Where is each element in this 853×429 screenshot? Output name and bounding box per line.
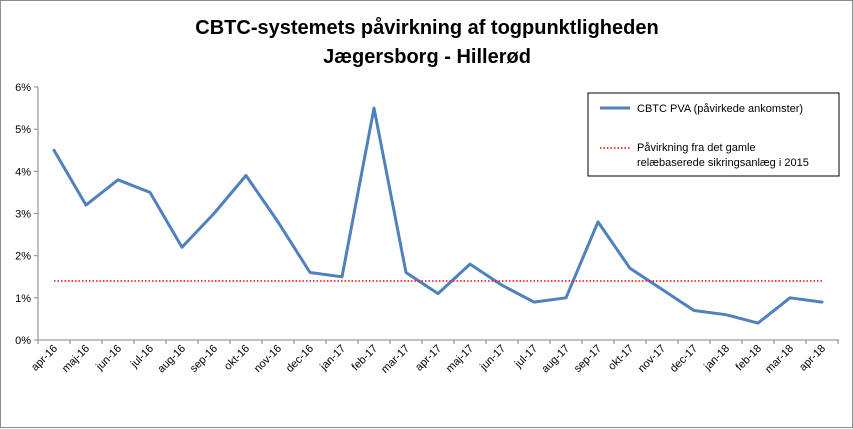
x-tick-label: jul-17 — [512, 343, 540, 371]
x-tick-label: dec-16 — [284, 343, 316, 375]
y-tick-label: 5% — [15, 124, 31, 136]
x-tick-label: apr-18 — [797, 343, 828, 374]
x-tick-label: maj-17 — [444, 343, 476, 375]
x-tick-label: jun-16 — [93, 343, 124, 374]
legend-label-relay-line-2: relæbaserede sikringsanlæg i 2015 — [637, 157, 809, 169]
x-tick-label: nov-17 — [636, 343, 668, 375]
x-tick-label: okt-16 — [222, 343, 252, 373]
y-tick-label: 2% — [15, 251, 31, 263]
chart-title-line-2: Jægersborg - Hillerød — [323, 46, 531, 68]
x-tick-label: aug-17 — [539, 343, 572, 376]
x-tick-label: okt-17 — [606, 343, 636, 373]
x-tick-label: apr-16 — [29, 343, 60, 374]
x-tick-label: apr-17 — [413, 343, 444, 374]
x-tick-label: feb-17 — [350, 343, 381, 374]
x-tick-label: sep-17 — [572, 343, 604, 375]
x-tick-label: mar-17 — [379, 343, 412, 376]
x-tick-label: aug-16 — [155, 343, 188, 376]
y-tick-label: 4% — [15, 166, 31, 178]
x-tick-label: jan-18 — [701, 343, 732, 374]
x-tick-label: mar-18 — [763, 343, 796, 376]
x-tick-label: nov-16 — [252, 343, 284, 375]
chart-title-line-1: CBTC-systemets påvirkning af togpunktlig… — [195, 16, 658, 39]
y-tick-label: 6% — [15, 82, 31, 94]
legend-label-cbtc: CBTC PVA (påvirkede ankomster) — [637, 103, 803, 115]
x-tick-label: sep-16 — [188, 343, 220, 375]
legend: CBTC PVA (påvirkede ankomster) Påvirknin… — [588, 93, 839, 176]
y-tick-label: 3% — [15, 209, 31, 221]
x-tick-label: jul-16 — [128, 343, 156, 371]
x-tick-label: feb-18 — [734, 343, 765, 374]
legend-label-relay-line-1: Påvirkning fra det gamle — [637, 142, 756, 154]
x-tick-label: jun-17 — [477, 343, 508, 374]
y-tick-label: 0% — [15, 335, 31, 347]
x-tick-label: jan-17 — [317, 343, 348, 374]
x-tick-label: maj-16 — [60, 343, 92, 375]
x-tick-label: dec-17 — [668, 343, 700, 375]
y-tick-label: 1% — [15, 293, 31, 305]
